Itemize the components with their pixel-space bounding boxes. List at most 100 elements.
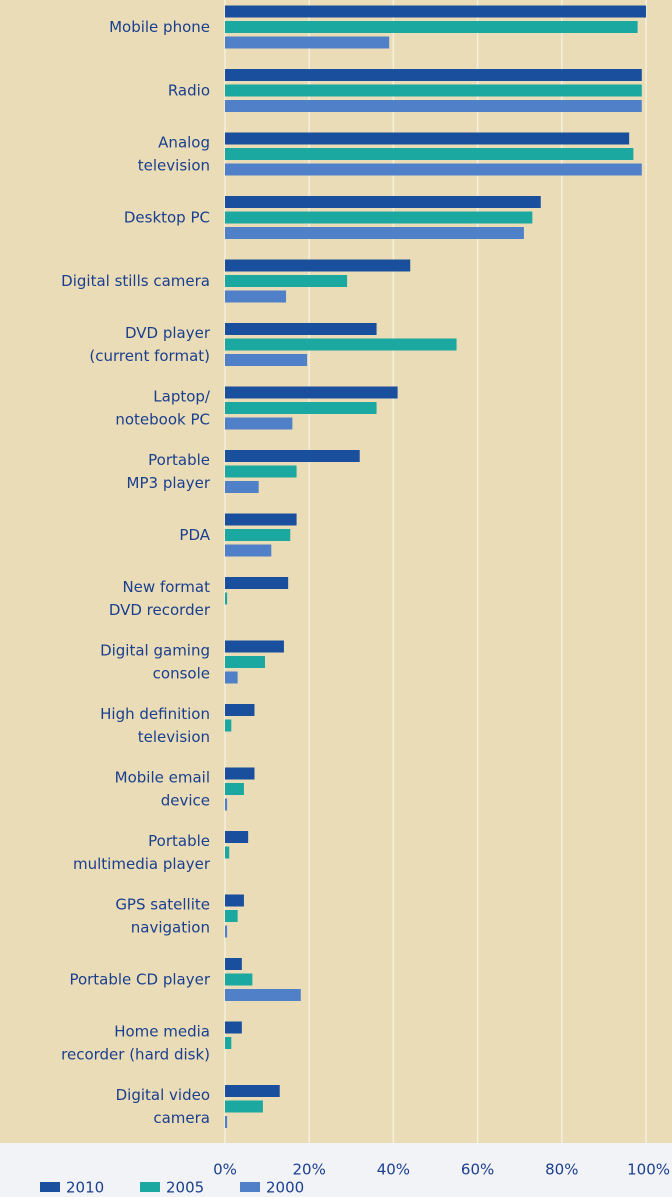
- category-label-line: camera: [153, 1109, 210, 1127]
- bar: [225, 148, 634, 160]
- category-label-line: device: [161, 791, 210, 809]
- category-label-line: television: [138, 156, 210, 174]
- bar: [225, 719, 232, 732]
- bar: [225, 481, 259, 493]
- bar: [225, 211, 533, 224]
- category-label: Mobile phone: [109, 18, 210, 36]
- category-label-line: New format: [122, 578, 210, 596]
- bar: [225, 910, 238, 922]
- x-tick-label: 20%: [293, 1161, 326, 1179]
- category-label: PDA: [179, 526, 210, 544]
- bar: [225, 704, 255, 716]
- bar: [225, 894, 244, 907]
- bar: [225, 354, 308, 366]
- category-label: Mobile email device: [115, 768, 210, 809]
- category-label-line: television: [138, 728, 210, 746]
- category-label-line: High definition: [100, 705, 210, 723]
- bar: [225, 640, 284, 653]
- bar: [225, 529, 291, 541]
- category-label-line: Digital stills camera: [61, 272, 210, 290]
- category-label-line: Portable: [148, 451, 210, 469]
- bar: [225, 275, 348, 287]
- category-label-line: recorder (hard disk): [61, 1045, 210, 1063]
- category-label-line: Portable: [148, 832, 210, 850]
- bar: [225, 973, 253, 986]
- category-label: Portable multimedia player: [73, 832, 211, 873]
- bar: [225, 671, 238, 684]
- bar: [225, 1021, 242, 1034]
- bar: [225, 767, 255, 780]
- legend-swatch: [240, 1182, 260, 1192]
- bar: [225, 1100, 263, 1113]
- category-label-line: DVD player: [125, 324, 211, 342]
- bar: [225, 386, 398, 399]
- category-label: DVD player (current format): [89, 324, 210, 365]
- category-label-line: navigation: [131, 918, 210, 936]
- bar: [225, 338, 457, 351]
- bar: [225, 544, 272, 557]
- bar: [225, 831, 249, 843]
- legend-label: 2000: [266, 1179, 304, 1197]
- axis-background: [0, 1143, 672, 1197]
- x-tick-label: 0%: [213, 1161, 237, 1179]
- legend-swatch: [40, 1182, 60, 1192]
- category-label: Laptop/notebook PC: [115, 387, 211, 428]
- bar: [225, 798, 228, 811]
- category-label-line: Digital video: [116, 1086, 210, 1104]
- bar: [225, 513, 297, 526]
- x-tick-label: 40%: [377, 1161, 410, 1179]
- category-label-line: PDA: [179, 526, 210, 544]
- category-label-line: Mobile phone: [109, 18, 210, 36]
- bar: [225, 402, 377, 414]
- category-label-line: multimedia player: [73, 855, 211, 873]
- category-label: GPS satellite navigation: [115, 895, 210, 936]
- x-tick-label: 100%: [627, 1161, 670, 1179]
- category-label-line: DVD recorder: [109, 601, 211, 619]
- category-label-line: GPS satellite: [115, 895, 210, 913]
- bar: [225, 323, 377, 335]
- bar: [225, 132, 630, 145]
- bar: [225, 196, 541, 208]
- category-label: Radio: [168, 81, 210, 99]
- bar: [225, 656, 265, 668]
- bar: [225, 21, 638, 33]
- x-tick-label: 60%: [461, 1161, 494, 1179]
- category-label-line: Laptop/: [153, 387, 211, 405]
- category-label-line: console: [153, 664, 210, 682]
- bar: [225, 36, 390, 49]
- category-label-line: Digital gaming: [100, 641, 210, 659]
- bar: [225, 69, 642, 81]
- category-label-line: Radio: [168, 81, 210, 99]
- x-tick-label: 80%: [545, 1161, 578, 1179]
- category-label: Portable MP3 player: [127, 451, 211, 492]
- legend-swatch: [140, 1182, 160, 1192]
- category-label-line: Home media: [114, 1022, 210, 1040]
- category-label: Portable CD player: [69, 970, 210, 988]
- bar: [225, 227, 524, 239]
- bar: [225, 5, 646, 18]
- bar: [225, 577, 289, 589]
- bar: [225, 417, 293, 430]
- bar: [225, 1085, 280, 1097]
- legend-label: 2010: [66, 1179, 104, 1197]
- bar: [225, 1116, 228, 1128]
- category-label-line: notebook PC: [115, 410, 210, 428]
- bar: [225, 259, 411, 272]
- category-label: Home media recorder (hard disk): [61, 1022, 210, 1063]
- category-label-line: Desktop PC: [124, 208, 210, 226]
- bar: [225, 1037, 232, 1049]
- bar: [225, 783, 244, 795]
- category-label-line: Mobile email: [115, 768, 210, 786]
- category-label-line: Portable CD player: [69, 970, 210, 988]
- bar: [225, 989, 301, 1001]
- plot-background: [0, 0, 672, 1143]
- bar: [225, 958, 242, 970]
- bar: [225, 450, 360, 462]
- category-label-line: Analog: [158, 133, 210, 151]
- category-label-line: MP3 player: [127, 474, 211, 492]
- bar: [225, 465, 297, 478]
- bar: [225, 100, 642, 112]
- category-label: Digital stills camera: [61, 272, 210, 290]
- bar: [225, 290, 287, 303]
